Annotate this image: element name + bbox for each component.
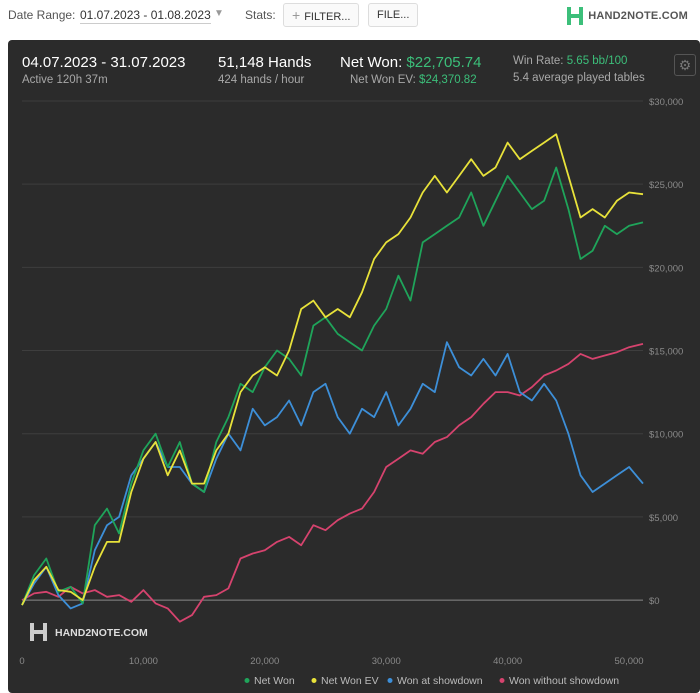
y-tick-label: $5,000: [649, 513, 678, 524]
y-tick-label: $10,000: [649, 430, 683, 441]
toolbar: Date Range: 01.07.2023 - 01.08.2023 ▼ St…: [0, 0, 700, 34]
y-tick-label: $25,000: [649, 180, 683, 191]
brand-logo-text: HAND2NOTE.COM: [588, 10, 688, 22]
filter-button-label: FILTER...: [304, 11, 351, 23]
stats-label: Stats:: [245, 8, 276, 22]
y-tick-label: $20,000: [649, 263, 683, 274]
y-tick-label: $0: [649, 596, 660, 607]
x-tick-label: 10,000: [129, 656, 158, 667]
legend-marker: [387, 678, 393, 683]
chart-legend: Net Won Net Won EV Won at showdown Won with…: [244, 675, 619, 687]
legend-label: Net Won EV: [321, 675, 379, 687]
x-tick-label: 30,000: [372, 656, 401, 667]
series-line-2: [21, 341, 644, 610]
legend-label: Net Won: [254, 675, 295, 687]
h2n-logo-icon: [567, 7, 584, 25]
watermark-logo-icon: [30, 623, 34, 641]
chevron-down-icon[interactable]: ▼: [214, 8, 224, 19]
legend-label: Won without showdown: [509, 675, 619, 687]
net-won-ev-value: $24,370.82: [419, 74, 477, 86]
average-tables: 5.4 average played tables: [513, 72, 645, 84]
net-won-label: Net Won:: [340, 54, 403, 71]
date-range-label: Date Range:: [8, 8, 76, 22]
y-tick-label: $30,000: [649, 97, 683, 108]
chart-grid: [22, 100, 643, 601]
x-tick-label: 20,000: [250, 656, 279, 667]
graph-panel: 04.07.2023 - 31.07.2023 Active 120h 37m …: [8, 40, 700, 693]
settings-gear-icon[interactable]: ⚙: [674, 54, 696, 76]
file-button[interactable]: FILE...: [368, 3, 419, 27]
win-rate-value: 5.65 bb/100: [566, 55, 628, 67]
watermark-logo-bar: [43, 623, 47, 641]
win-rate-label: Win Rate:: [513, 55, 564, 67]
series-line-1: [21, 133, 644, 606]
series-line-0: [21, 166, 644, 606]
net-won-ev-label: Net Won EV:: [350, 74, 416, 86]
y-axis-ticks: $0 $5,000 $10,000 $15,000 $20,000 $25,000 $30,…: [649, 97, 683, 607]
series-line-3: [21, 343, 644, 623]
brand-logo: HAND2NOTE.COM: [566, 5, 688, 27]
legend-marker: [499, 678, 505, 683]
file-button-label: FILE...: [377, 9, 410, 21]
hands-count: 51,148 Hands: [218, 54, 312, 71]
net-won-value: $22,705.74: [406, 54, 482, 71]
legend-marker: [311, 678, 317, 683]
watermark-logo-crossbar: [34, 630, 43, 634]
active-time-text: Active 120h 37m: [22, 74, 108, 86]
chart-series-lines: [21, 133, 644, 623]
legend-marker: [244, 678, 250, 683]
winnings-chart: $0 $5,000 $10,000 $15,000 $20,000 $25,000 $30,…: [19, 97, 683, 687]
period-text: 04.07.2023 - 31.07.2023: [22, 54, 186, 71]
watermark-text: HAND2NOTE.COM: [55, 627, 148, 639]
filter-button[interactable]: + FILTER...: [283, 3, 360, 27]
date-range-select[interactable]: 01.07.2023 - 01.08.2023: [80, 8, 211, 24]
x-tick-label: 0: [19, 656, 24, 667]
y-tick-label: $15,000: [649, 347, 683, 358]
legend-label: Won at showdown: [397, 675, 483, 687]
chart-watermark: HAND2NOTE.COM: [30, 623, 148, 641]
hands-per-hour: 424 hands / hour: [218, 74, 305, 86]
x-tick-label: 40,000: [493, 656, 522, 667]
x-tick-label: 50,000: [615, 656, 644, 667]
x-axis-ticks: 0 10,000 20,000 30,000 40,000 50,000: [19, 656, 643, 667]
plus-icon: +: [292, 7, 301, 23]
